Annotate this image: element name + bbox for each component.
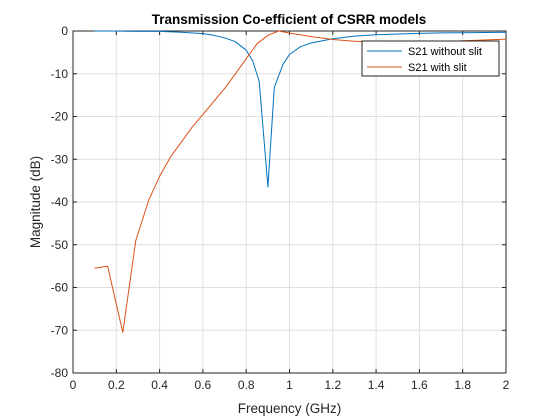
y-tick-label: -30 <box>51 152 69 166</box>
x-tick-label: 1.6 <box>411 378 428 392</box>
legend: S21 without slit S21 with slit <box>361 40 500 77</box>
y-tick-label: -20 <box>51 110 69 124</box>
grid <box>72 30 507 374</box>
y-tick-label: -10 <box>51 67 69 81</box>
chart-title: Transmission Co-efficient of CSRR models <box>152 12 427 27</box>
x-tick-label: 1 <box>286 378 293 392</box>
y-axis-title: Magnitude (dB) <box>28 156 43 248</box>
x-tick-label: 0 <box>70 378 77 392</box>
x-axis-title: Frequency (GHz) <box>238 401 342 416</box>
y-tick-label: -70 <box>51 323 69 337</box>
axis-ticks: 0 0.2 0.4 0.6 0.8 1 1.2 1.4 1.6 1.8 2 0 -10 -20 -30 -40… <box>51 24 510 392</box>
x-tick-label: 1.4 <box>368 378 385 392</box>
y-tick-label: -80 <box>51 366 69 380</box>
x-tick-label: 0.6 <box>195 378 212 392</box>
y-tick-label: 0 <box>61 24 68 38</box>
legend-label-without-slit: S21 without slit <box>408 46 482 58</box>
x-tick-label: 0.2 <box>108 378 125 392</box>
x-tick-label: 0.8 <box>238 378 255 392</box>
series-line-without-slit <box>94 30 507 188</box>
y-tick-label: -50 <box>51 238 69 252</box>
legend-label-with-slit: S21 with slit <box>408 62 467 74</box>
x-tick-label: 0.4 <box>151 378 168 392</box>
y-tick-label: -60 <box>51 281 69 295</box>
x-tick-label: 2 <box>503 378 510 392</box>
legend-box <box>361 40 500 77</box>
x-tick-label: 1.8 <box>454 378 471 392</box>
x-tick-label: 1.2 <box>324 378 341 392</box>
y-tick-label: -40 <box>51 195 69 209</box>
